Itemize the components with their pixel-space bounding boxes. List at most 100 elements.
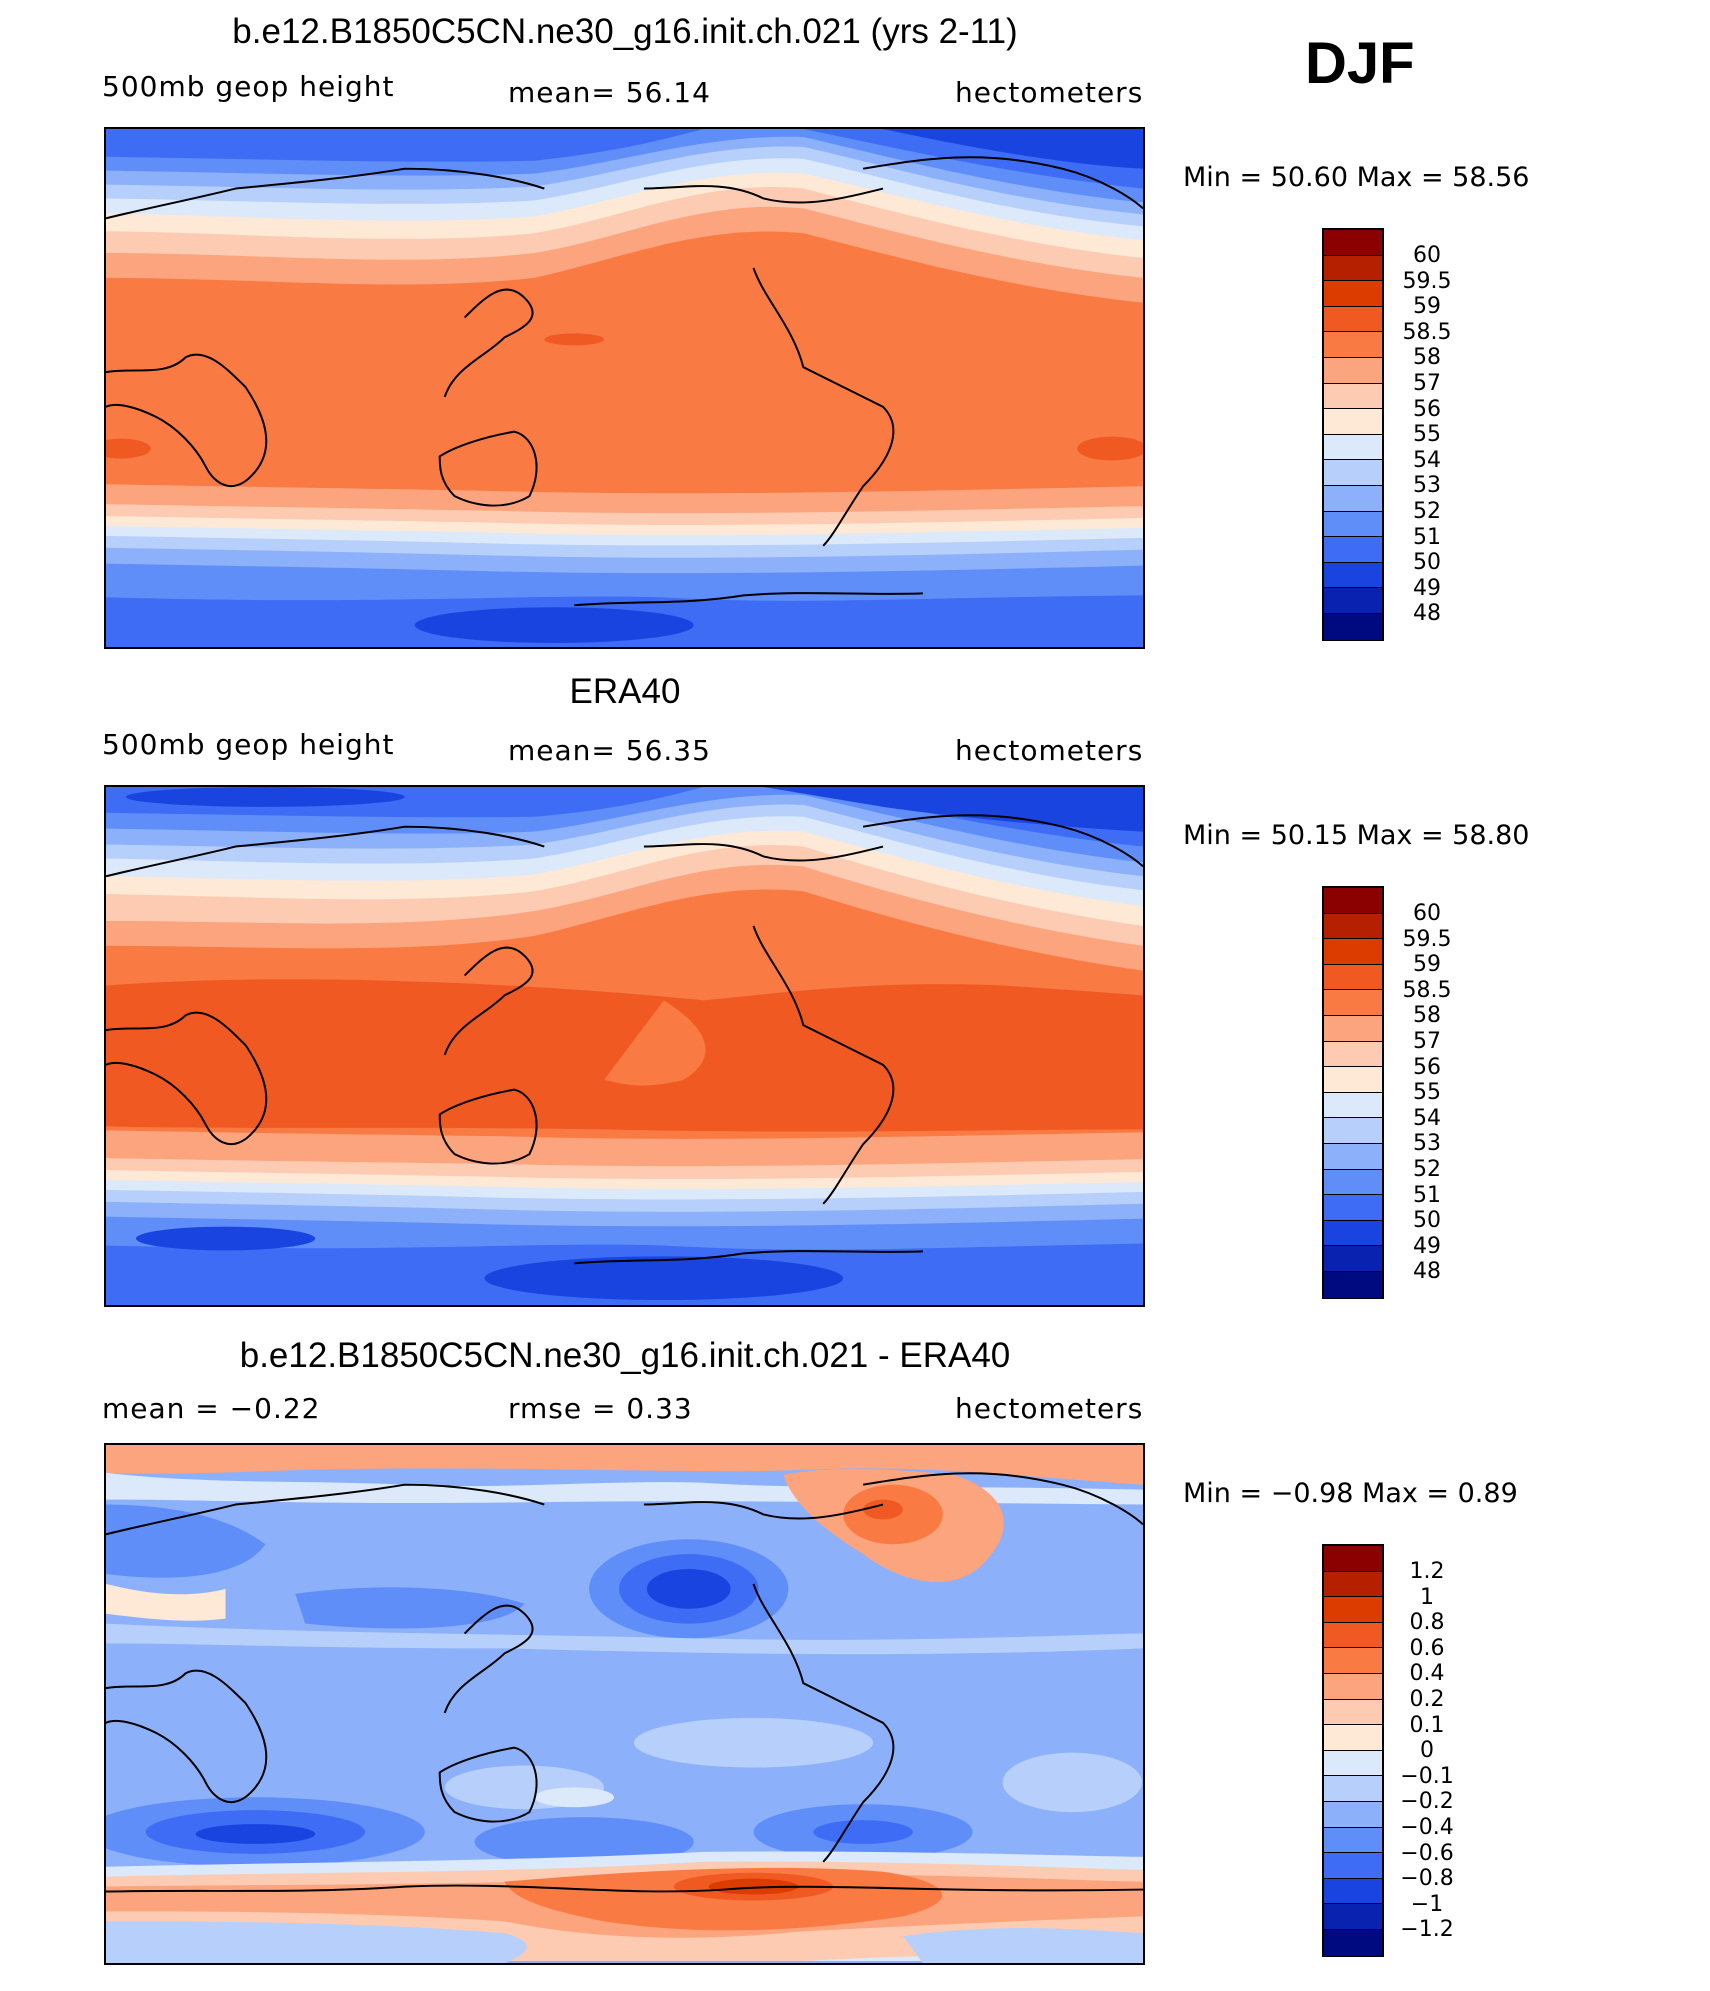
colorbar-tick-label: 49: [1413, 575, 1441, 601]
colorbar-tick-label: 0.2: [1409, 1687, 1445, 1712]
panel3-coastlines: [106, 1472, 1143, 1893]
panel3-colorbar-swatch: [1324, 1929, 1382, 1956]
panel2-colorbar-swatch: [1324, 1195, 1382, 1221]
colorbar-tick-label: −0.6: [1400, 1840, 1454, 1866]
panel1-colorbar-swatch: [1324, 460, 1382, 486]
panel3-units: hectometers: [955, 1392, 1144, 1425]
panel3-colorbar-swatch: [1324, 1699, 1382, 1726]
colorbar-tick-label: 55: [1413, 422, 1441, 448]
panel3-title: b.e12.B1850C5CN.ne30_g16.init.ch.021 - E…: [239, 1336, 1011, 1375]
panel2-colorbar-swatch: [1324, 888, 1382, 914]
colorbar-tick-label: 48: [1413, 601, 1441, 627]
colorbar-tick-label: 59.5: [1402, 926, 1452, 952]
colorbar-tick-label: 59: [1413, 952, 1441, 978]
panel2-colorbar-swatch: [1324, 1246, 1382, 1272]
colorbar-tick-label: 56: [1413, 1054, 1441, 1080]
colorbar-tick-label: 58.5: [1402, 977, 1452, 1003]
panel1-colorbar-swatch: [1324, 306, 1382, 333]
colorbar-tick-label: 52: [1413, 1157, 1441, 1182]
panel3-left-label: mean = −0.22: [102, 1392, 321, 1425]
panel3-contour-field: [106, 1445, 1143, 1963]
colorbar-tick-label: 54: [1413, 1105, 1441, 1131]
season-label: DJF: [1305, 31, 1415, 96]
colorbar-tick-label: 50: [1413, 1208, 1441, 1234]
panel3-colorbar-swatch: [1324, 1725, 1382, 1751]
panel3-colorbar-swatch: [1324, 1776, 1382, 1802]
colorbar-tick-label: 49: [1413, 1233, 1441, 1259]
colorbar-tick-label: 0.6: [1409, 1635, 1445, 1661]
panel2-coastlines: [106, 814, 1143, 1265]
panel2-center-label: mean= 56.35: [508, 734, 711, 767]
panel2-colorbar-swatch: [1324, 964, 1382, 991]
colorbar-tick-label: 56: [1413, 396, 1441, 422]
colorbar-tick-label: 59.5: [1402, 268, 1452, 294]
colorbar-tick-label: 0: [1420, 1738, 1434, 1764]
panel1-colorbar: [1322, 228, 1384, 641]
panel1-left-label: 500mb geop height: [102, 70, 395, 103]
colorbar-tick-label: −1.2: [1400, 1917, 1454, 1943]
panel1-colorbar-swatch: [1324, 562, 1382, 589]
panel3-colorbar-swatch: [1324, 1546, 1382, 1572]
colorbar-tick-label: −0.4: [1400, 1815, 1454, 1840]
panel2-colorbar: [1322, 886, 1384, 1299]
panel2-colorbar-swatch: [1324, 1067, 1382, 1093]
colorbar-tick-label: −0.1: [1400, 1763, 1454, 1789]
panel3-colorbar-swatch: [1324, 1673, 1382, 1700]
colorbar-tick-label: 59: [1413, 294, 1441, 320]
panel1-contour-field: [106, 129, 1143, 647]
panel1-map: [104, 127, 1145, 649]
colorbar-tick-label: 51: [1413, 524, 1441, 550]
colorbar-tick-label: 0.4: [1409, 1661, 1445, 1687]
panel1-colorbar-swatch: [1324, 357, 1382, 384]
colorbar-tick-label: 51: [1413, 1182, 1441, 1208]
panel1-colorbar-swatch: [1324, 588, 1382, 614]
panel1-coastlines: [106, 156, 1143, 607]
colorbar-tick-label: 57: [1413, 371, 1441, 396]
panel2-colorbar-swatch: [1324, 939, 1382, 965]
colorbar-tick-label: 54: [1413, 447, 1441, 473]
colorbar-tick-label: 53: [1413, 1131, 1441, 1157]
panel2-colorbar-swatch: [1324, 1143, 1382, 1170]
colorbar-tick-label: −0.8: [1400, 1866, 1454, 1892]
panel3-map: [104, 1443, 1145, 1965]
colorbar-tick-label: 1: [1420, 1584, 1434, 1610]
panel3-colorbar-swatch: [1324, 1622, 1382, 1649]
panel1-colorbar-swatch: [1324, 409, 1382, 435]
colorbar-tick-label: 58: [1413, 345, 1441, 371]
panel1-title: b.e12.B1850C5CN.ne30_g16.init.ch.021 (yr…: [232, 12, 1018, 51]
panel3-colorbar-swatch: [1324, 1597, 1382, 1623]
panel3-center-label: rmse = 0.33: [508, 1392, 693, 1425]
panel3-colorbar-swatch: [1324, 1827, 1382, 1854]
panel2-colorbar-swatch: [1324, 1041, 1382, 1068]
panel3-colorbar-swatch: [1324, 1750, 1382, 1777]
colorbar-tick-label: −0.2: [1400, 1789, 1454, 1815]
panel2-units: hectometers: [955, 734, 1144, 767]
panel2-colorbar-swatch: [1324, 1118, 1382, 1144]
colorbar-tick-label: 0.1: [1409, 1712, 1445, 1738]
panel1-colorbar-swatch: [1324, 511, 1382, 538]
colorbar-tick-label: 52: [1413, 499, 1441, 524]
panel3-colorbar-swatch: [1324, 1904, 1382, 1930]
colorbar-tick-label: 60: [1413, 243, 1441, 268]
panel1-center-label: mean= 56.14: [508, 76, 711, 109]
colorbar-tick-label: 60: [1413, 901, 1441, 926]
panel3-colorbar-swatch: [1324, 1648, 1382, 1674]
panel2-colorbar-swatch: [1324, 1015, 1382, 1042]
colorbar-tick-label: −1: [1410, 1891, 1444, 1917]
panel1-colorbar-swatch: [1324, 230, 1382, 256]
colorbar-tick-label: 50: [1413, 550, 1441, 576]
colorbar-tick-label: 55: [1413, 1080, 1441, 1106]
panel2-contour-field: [106, 787, 1143, 1305]
panel3-colorbar-swatch: [1324, 1571, 1382, 1598]
panel2-colorbar-swatch: [1324, 1271, 1382, 1298]
panel3-colorbar-swatch: [1324, 1878, 1382, 1905]
panel2-map: [104, 785, 1145, 1307]
panel1-colorbar-swatch: [1324, 255, 1382, 282]
colorbar-tick-label: 58: [1413, 1003, 1441, 1029]
panel1-colorbar-swatch: [1324, 537, 1382, 563]
panel2-colorbar-swatch: [1324, 913, 1382, 940]
panel2-title: ERA40: [569, 672, 681, 711]
panel1-colorbar-swatch: [1324, 434, 1382, 461]
colorbar-tick-label: 48: [1413, 1259, 1441, 1285]
panel2-left-label: 500mb geop height: [102, 728, 395, 761]
